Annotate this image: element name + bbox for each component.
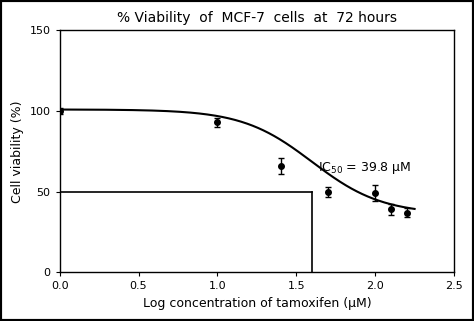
- Text: IC$_{50}$ = 39.8 μM: IC$_{50}$ = 39.8 μM: [319, 160, 412, 176]
- Y-axis label: Cell viability (%): Cell viability (%): [11, 100, 24, 203]
- Title: % Viability  of  MCF-7  cells  at  72 hours: % Viability of MCF-7 cells at 72 hours: [117, 11, 397, 25]
- X-axis label: Log concentration of tamoxifen (μM): Log concentration of tamoxifen (μM): [143, 297, 371, 310]
